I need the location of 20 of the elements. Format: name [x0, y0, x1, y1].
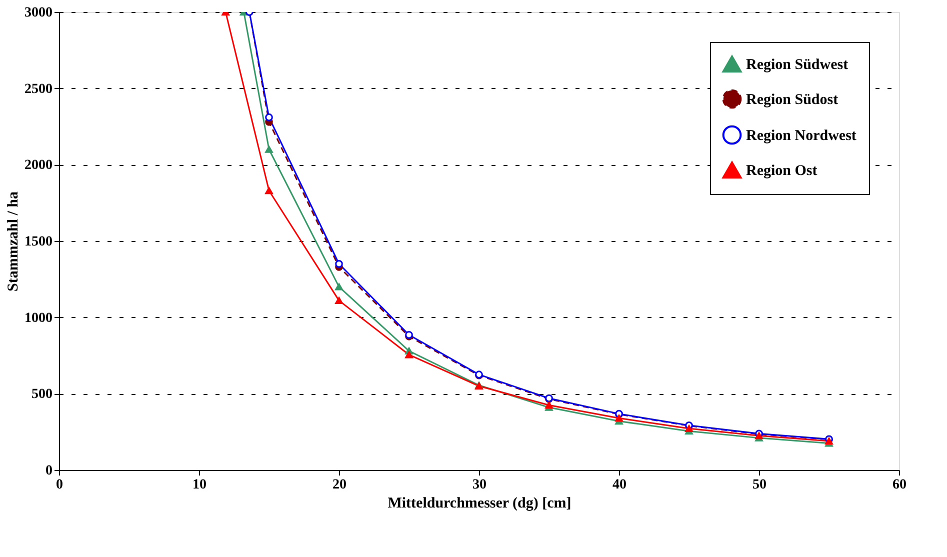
x-tick-label: 0: [56, 478, 63, 492]
y-tick-label: 1500: [24, 234, 52, 250]
y-axis-title: Stammzahl / ha: [6, 191, 22, 292]
legend-label: Region Südost: [746, 92, 838, 108]
x-tick-label: 30: [472, 478, 486, 492]
y-tick-label: 1000: [24, 310, 52, 326]
x-tick-label: 10: [192, 478, 206, 492]
legend-label: Region Nordwest: [746, 128, 856, 144]
y-tick-label: 3000: [24, 6, 52, 20]
legend-label: Region Südwest: [746, 57, 848, 73]
y-tick-label: 2000: [24, 158, 52, 174]
y-tick-label: 500: [32, 387, 52, 402]
x-tick-label: 40: [612, 478, 626, 492]
x-tick-label: 60: [892, 478, 906, 492]
x-tick-label: 20: [332, 478, 346, 492]
x-axis-title: Mitteldurchmesser (dg) [cm]: [388, 496, 572, 512]
y-tick-label: 0: [46, 464, 52, 478]
y-tick-label: 2500: [24, 82, 52, 97]
legend-label: Region Ost: [746, 163, 818, 179]
x-tick-label: 50: [752, 478, 766, 492]
